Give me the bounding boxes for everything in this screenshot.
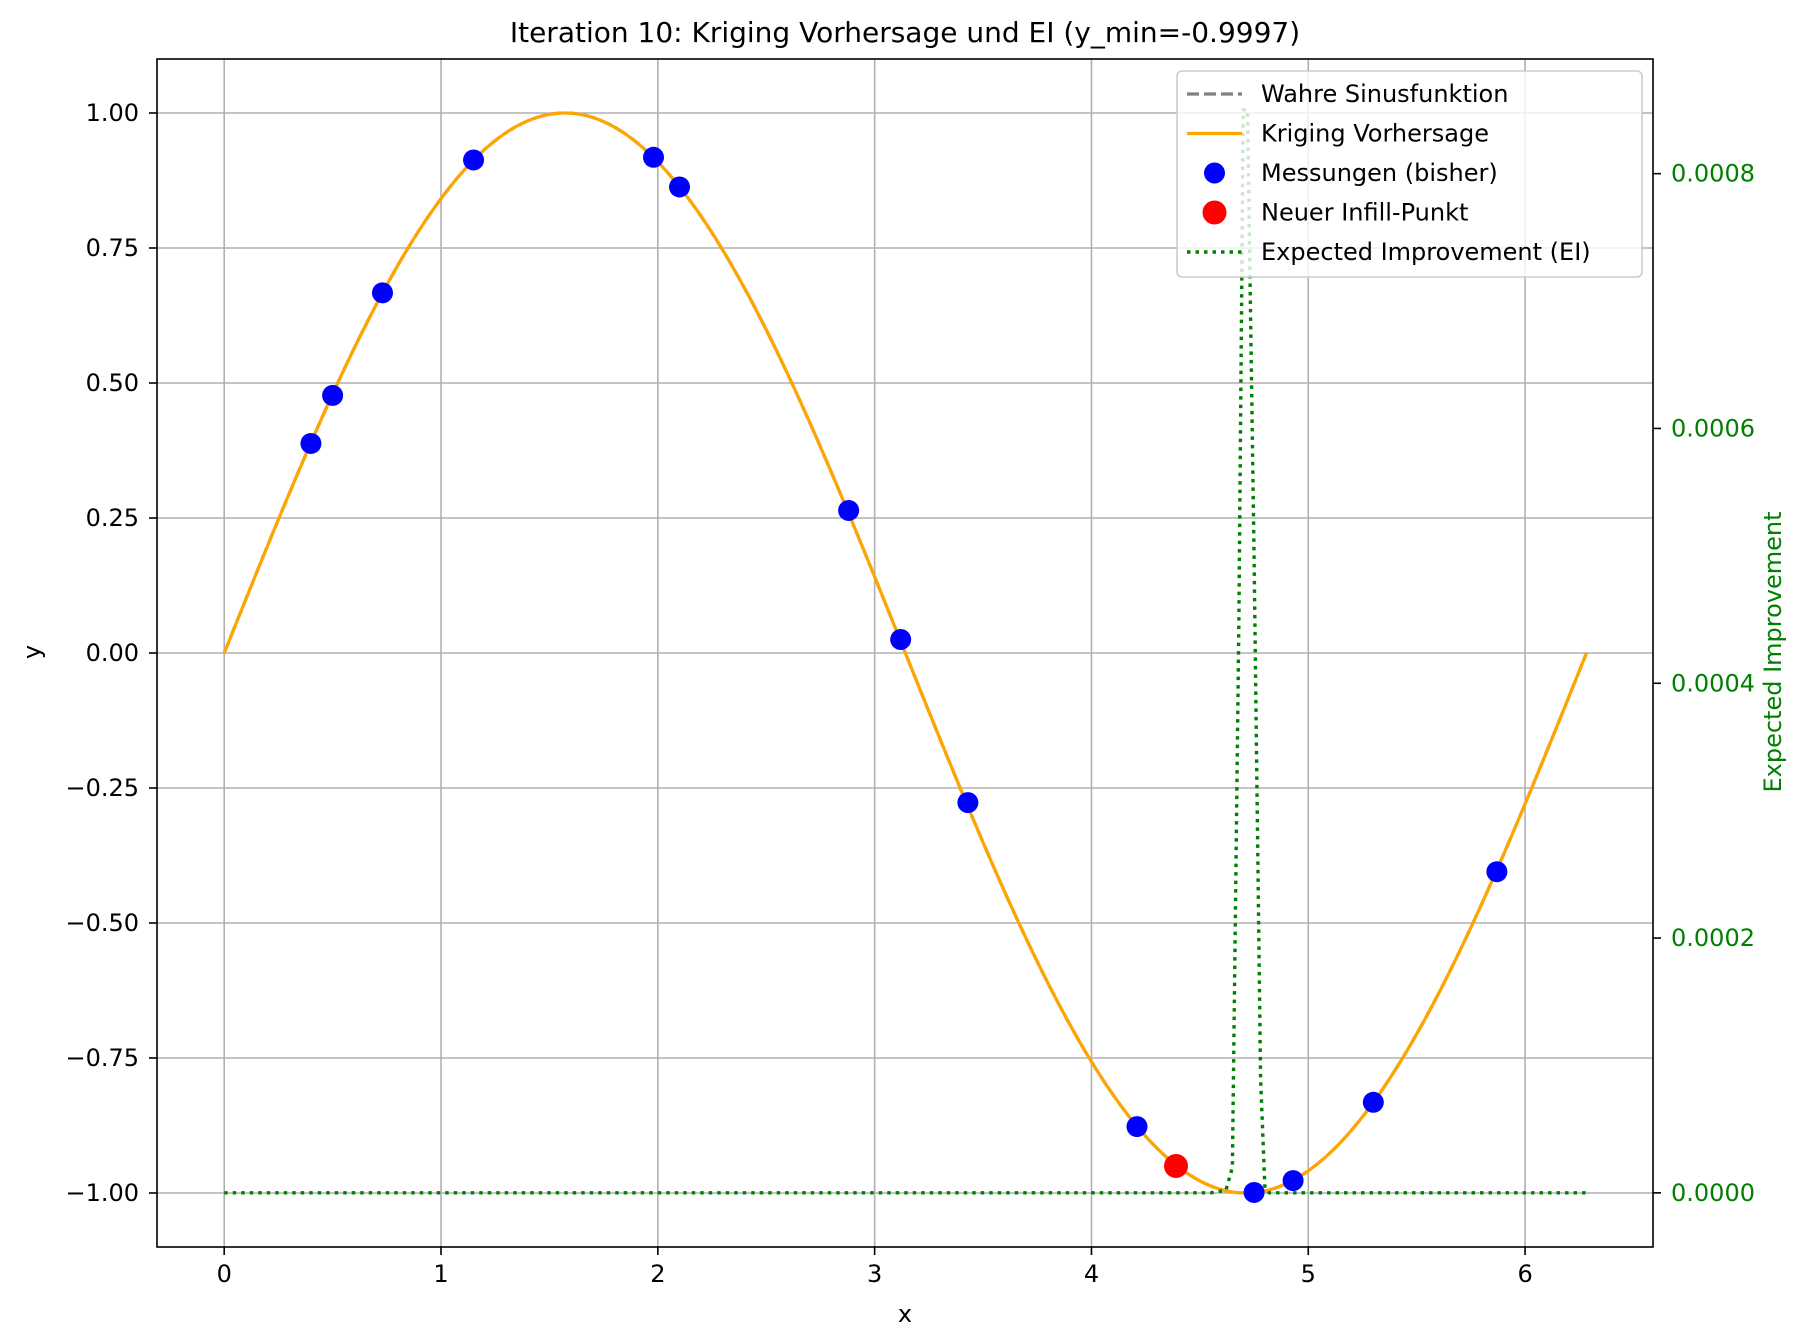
ticks-layer: 0 1 2 3 4 5 6 −1.00 −0.75 −0.50 −0.25 0.00 0.25 0.50 0… xyxy=(65,99,1755,1288)
grid-layer xyxy=(157,59,1653,1247)
y-tick-label: −1.00 xyxy=(65,1179,139,1207)
measurement-point xyxy=(838,499,860,521)
x-tick-label: 2 xyxy=(650,1260,665,1288)
measurement-point xyxy=(957,792,979,814)
y-tick-label: 1.00 xyxy=(86,99,139,127)
measurement-point xyxy=(300,432,322,454)
chart-title: Iteration 10: Kriging Vorhersage und EI … xyxy=(510,16,1300,49)
y-axis-label: y xyxy=(18,645,46,659)
y-right-axis-label: Expected Improvement xyxy=(1759,511,1787,792)
legend-marker xyxy=(1202,200,1227,225)
series-layer xyxy=(222,108,1588,1203)
y-tick-label: 0.25 xyxy=(86,504,139,532)
y-tick-label: −0.25 xyxy=(65,774,139,802)
series-line-1 xyxy=(222,111,1588,1195)
y-right-tick-label: 0.0002 xyxy=(1671,924,1755,952)
series-line-4 xyxy=(224,108,1587,1195)
legend-label: Kriging Vorhersage xyxy=(1261,120,1489,148)
legend-label: Wahre Sinusfunktion xyxy=(1261,80,1508,108)
y-tick-label: −0.75 xyxy=(65,1044,139,1072)
y-right-tick-label: 0.0004 xyxy=(1671,669,1755,697)
legend-label: Neuer Infill-Punkt xyxy=(1261,199,1468,227)
infill-point xyxy=(1164,1154,1189,1178)
legend-box xyxy=(1176,70,1643,278)
measurement-point xyxy=(1362,1091,1384,1113)
measurement-point xyxy=(1243,1181,1265,1203)
y-right-tick-label: 0.0008 xyxy=(1671,160,1755,188)
measurement-point xyxy=(1486,861,1508,883)
x-tick-label: 5 xyxy=(1301,1260,1316,1288)
y-right-tick-label: 0.0000 xyxy=(1671,1179,1755,1207)
y-tick-label: 0.50 xyxy=(86,369,139,397)
measurement-point xyxy=(371,282,393,304)
measurement-point xyxy=(322,384,344,406)
legend-label: Expected Improvement (EI) xyxy=(1261,238,1591,266)
measurement-point xyxy=(1282,1170,1304,1192)
measurement-point xyxy=(463,149,485,171)
y-tick-label: 0.00 xyxy=(86,639,139,667)
x-tick-label: 1 xyxy=(433,1260,448,1288)
x-tick-label: 0 xyxy=(217,1260,232,1288)
x-axis-label: x xyxy=(898,1300,912,1328)
x-tick-label: 4 xyxy=(1084,1260,1099,1288)
y-right-tick-label: 0.0006 xyxy=(1671,414,1755,442)
legend: Wahre Sinusfunktion Kriging Vorhersage Mes… xyxy=(1176,70,1643,278)
measurement-point xyxy=(1126,1116,1148,1138)
y-tick-label: −0.50 xyxy=(65,909,139,937)
x-tick-label: 3 xyxy=(867,1260,882,1288)
legend-marker xyxy=(1204,162,1225,184)
legend-label: Messungen (bisher) xyxy=(1261,159,1498,187)
measurement-point xyxy=(669,176,691,198)
measurement-point xyxy=(642,146,664,168)
y-tick-label: 0.75 xyxy=(86,234,139,262)
x-tick-label: 6 xyxy=(1517,1260,1532,1288)
measurement-point xyxy=(890,629,912,650)
